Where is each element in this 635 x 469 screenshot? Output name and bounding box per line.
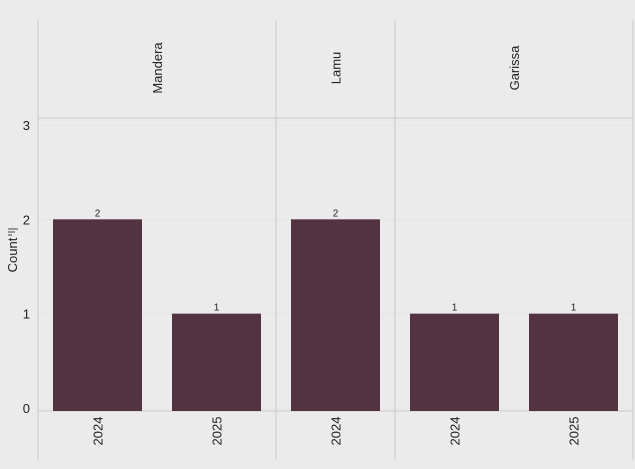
x-tick-label: 2025: [567, 417, 582, 446]
facet-label: Lamu: [329, 52, 344, 85]
x-tick-label: 2024: [91, 417, 106, 446]
facet-label: Garissa: [507, 45, 522, 91]
bar-data-label: 1: [214, 303, 220, 314]
text-layer: Mandera 2 2024 1 2025 Lamu 2 2024 Garissa 1 2024 1 2…: [5, 42, 582, 446]
bar-data-label: 2: [95, 208, 101, 219]
x-tick-label: 2025: [210, 417, 225, 446]
bar-data-label: 2: [333, 208, 339, 219]
sort-icon: [8, 228, 18, 236]
bar: [410, 313, 499, 411]
x-tick-label: 2024: [329, 417, 344, 446]
bar: [529, 313, 618, 411]
bar-data-label: 1: [571, 303, 577, 314]
y-tick-label: 1: [23, 307, 30, 322]
facet-label: Mandera: [150, 42, 165, 94]
y-tick-label: 3: [23, 118, 30, 133]
x-tick-label: 2024: [448, 417, 463, 446]
bar: [53, 219, 142, 411]
bar: [291, 219, 380, 411]
bar-data-label: 1: [452, 303, 458, 314]
bars-layer: [53, 219, 618, 411]
y-tick-label: 0: [23, 401, 30, 416]
y-tick-label: 2: [23, 212, 30, 227]
bar: [172, 313, 261, 411]
y-axis-label: Count: [5, 237, 20, 272]
